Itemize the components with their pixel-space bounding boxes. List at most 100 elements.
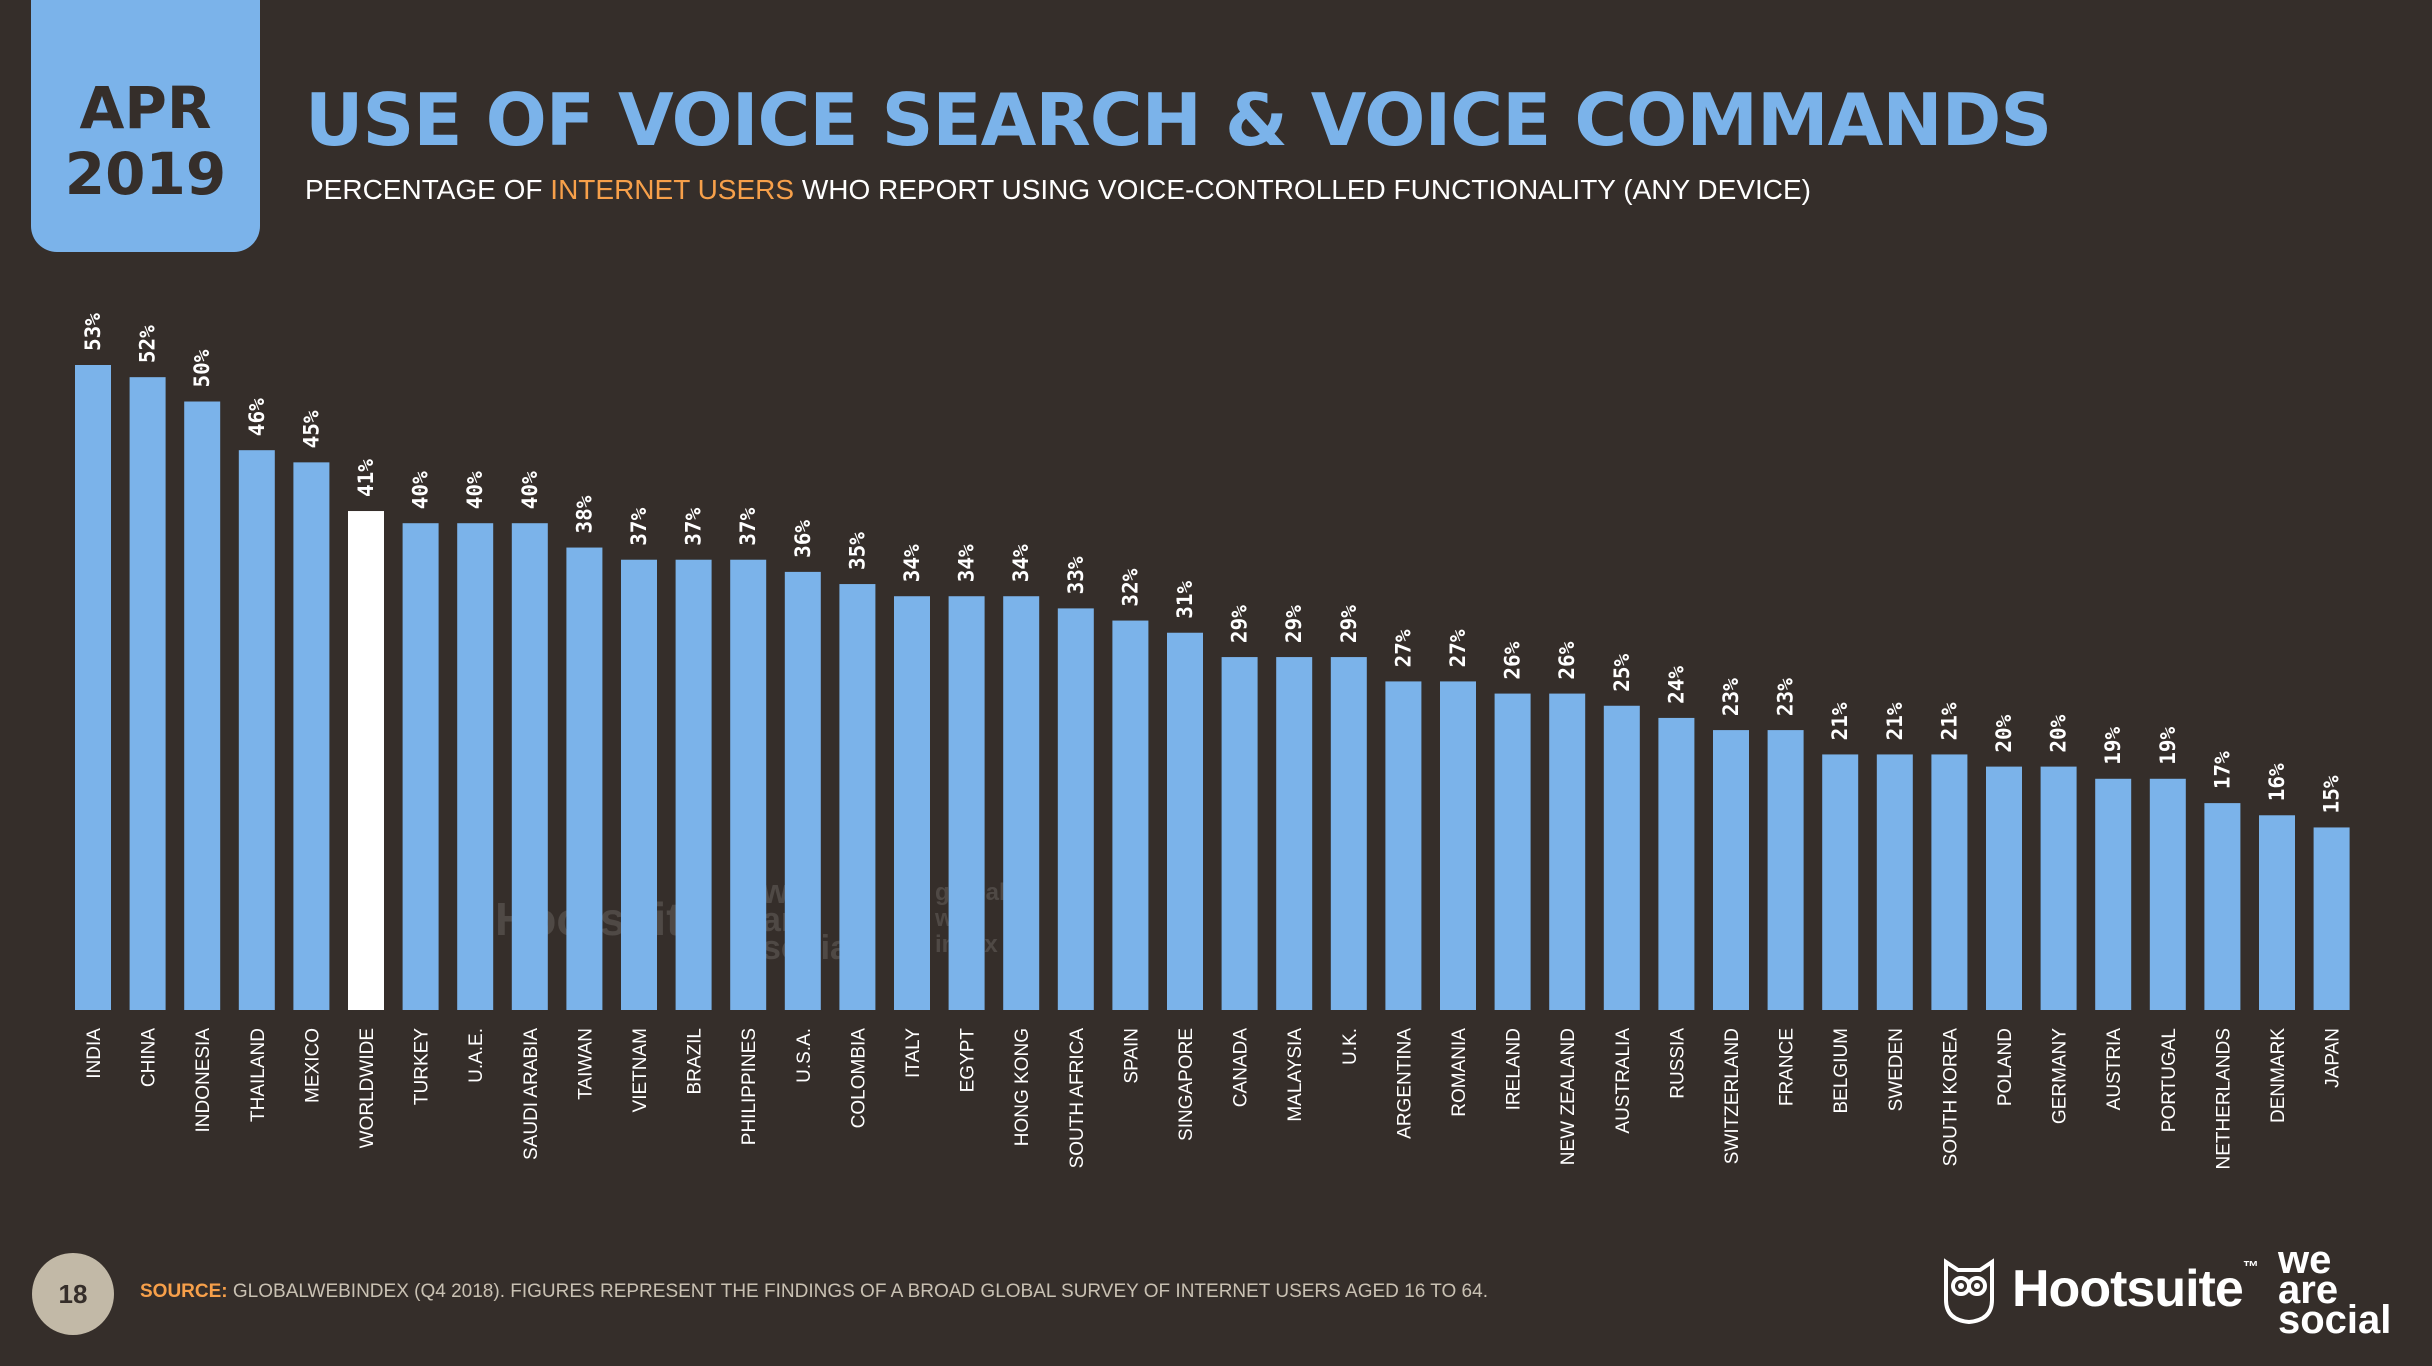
value-label: 40% [463, 471, 487, 509]
bar-france [1767, 730, 1804, 1010]
value-label: 40% [409, 471, 433, 509]
category-label: PHILIPPINES [739, 1028, 760, 1145]
owl-icon [1944, 1258, 1994, 1324]
category-label: CANADA [1231, 1028, 1252, 1108]
bar-italy [894, 596, 930, 1010]
bar-argentina [1385, 681, 1422, 1010]
category-label: BRAZIL [685, 1028, 706, 1095]
value-label: 37% [627, 507, 651, 545]
bar-japan [2313, 827, 2350, 1010]
value-label: 34% [900, 544, 924, 582]
value-label: 17% [2210, 751, 2234, 789]
bar-south-korea [1931, 754, 1968, 1010]
bar-russia [1658, 717, 1695, 1010]
value-label: 20% [2047, 714, 2071, 752]
value-label: 37% [682, 507, 706, 545]
category-label: SAUDI ARABIA [521, 1028, 542, 1160]
value-label: 27% [1446, 629, 1470, 667]
category-label: SWITZERLAND [1722, 1028, 1743, 1164]
value-label: 36% [791, 520, 815, 558]
bar-u-s-a- [784, 571, 821, 1010]
source-note: SOURCE: GLOBALWEBINDEX (Q4 2018). FIGURE… [140, 1281, 1488, 1303]
value-label: 34% [1009, 544, 1033, 582]
value-label: 34% [955, 544, 979, 582]
bar-new-zealand [1549, 693, 1586, 1010]
bar-u-k- [1330, 657, 1367, 1010]
bar-vietnam [621, 559, 657, 1010]
subtitle-pre: PERCENTAGE OF [305, 174, 551, 205]
bar-austria [2095, 778, 2132, 1010]
value-label: 20% [1992, 714, 2016, 752]
value-label: 26% [1501, 641, 1525, 679]
date-month: APR [79, 74, 212, 142]
value-label: 32% [1118, 568, 1142, 606]
category-label: U.S.A. [794, 1028, 815, 1083]
category-label: TURKEY [412, 1028, 433, 1105]
bar-portugal [2149, 778, 2186, 1010]
category-label: JAPAN [2323, 1028, 2344, 1088]
bar-netherlands [2204, 803, 2241, 1010]
value-label: 26% [1555, 641, 1579, 679]
value-label: 50% [190, 349, 214, 387]
bar-ireland [1494, 693, 1531, 1010]
bar-philippines [730, 559, 767, 1010]
value-label: 45% [299, 410, 323, 448]
category-label: INDIA [84, 1028, 105, 1079]
category-label: BELGIUM [1831, 1028, 1852, 1114]
value-label: 38% [572, 495, 596, 533]
page-subtitle: PERCENTAGE OF INTERNET USERS WHO REPORT … [305, 174, 1811, 206]
bar-worldwide [348, 511, 384, 1010]
bar-thailand [238, 450, 275, 1010]
category-label: RUSSIA [1667, 1028, 1688, 1099]
value-label: 37% [736, 507, 760, 545]
category-label: ITALY [903, 1028, 924, 1078]
value-label: 29% [1282, 605, 1306, 643]
bar-denmark [2259, 815, 2295, 1010]
was-line-3: social [2278, 1298, 2392, 1342]
category-label: ROMANIA [1449, 1028, 1470, 1117]
value-label: 53% [81, 313, 105, 351]
category-label: MEXICO [302, 1028, 323, 1103]
category-label: PORTUGAL [2159, 1028, 2180, 1132]
bar-turkey [402, 523, 439, 1010]
category-label: COLOMBIA [848, 1028, 869, 1129]
category-label: HONG KONG [1012, 1028, 1033, 1146]
bar-malaysia [1276, 657, 1313, 1010]
hootsuite-tm: ™ [2242, 1259, 2259, 1276]
value-label: 19% [2101, 726, 2125, 764]
subtitle-post: WHO REPORT USING VOICE-CONTROLLED FUNCTI… [794, 174, 1812, 205]
bar-saudi-arabia [511, 523, 548, 1010]
value-label: 29% [1337, 605, 1361, 643]
page-number: 18 [32, 1253, 114, 1335]
category-label: U.A.E. [466, 1028, 487, 1083]
category-label: SINGAPORE [1176, 1028, 1197, 1141]
value-label: 33% [1064, 556, 1088, 594]
category-label: CHINA [139, 1028, 160, 1087]
value-label: 35% [845, 532, 869, 570]
category-label: ARGENTINA [1394, 1028, 1415, 1139]
category-label: IRELAND [1504, 1028, 1525, 1110]
category-label: AUSTRIA [2104, 1028, 2125, 1111]
hootsuite-word: Hootsuite [2012, 1260, 2244, 1318]
category-label: AUSTRALIA [1613, 1028, 1634, 1134]
bar-germany [2040, 766, 2077, 1010]
bar-taiwan [566, 547, 603, 1010]
page-title: USE OF VOICE SEARCH & VOICE COMMANDS [305, 78, 2052, 162]
bar-switzerland [1713, 730, 1749, 1010]
bar-romania [1440, 681, 1476, 1010]
value-label: 25% [1610, 653, 1634, 691]
bar-belgium [1822, 754, 1859, 1010]
value-label: 21% [1937, 702, 1961, 740]
category-label: SOUTH AFRICA [1067, 1028, 1088, 1169]
bar-singapore [1167, 632, 1203, 1010]
bar-poland [1986, 766, 2022, 1010]
bar-mexico [293, 462, 330, 1010]
bar-u-a-e- [457, 523, 494, 1010]
bar-egypt [948, 596, 985, 1010]
category-label: TAIWAN [575, 1028, 596, 1100]
was-line-2: are [2278, 1268, 2339, 1312]
value-label: 23% [1719, 678, 1743, 716]
bar-india [75, 365, 111, 1010]
category-label: U.K. [1340, 1028, 1361, 1065]
we-are-social-logo: we are social [2278, 1240, 2408, 1342]
